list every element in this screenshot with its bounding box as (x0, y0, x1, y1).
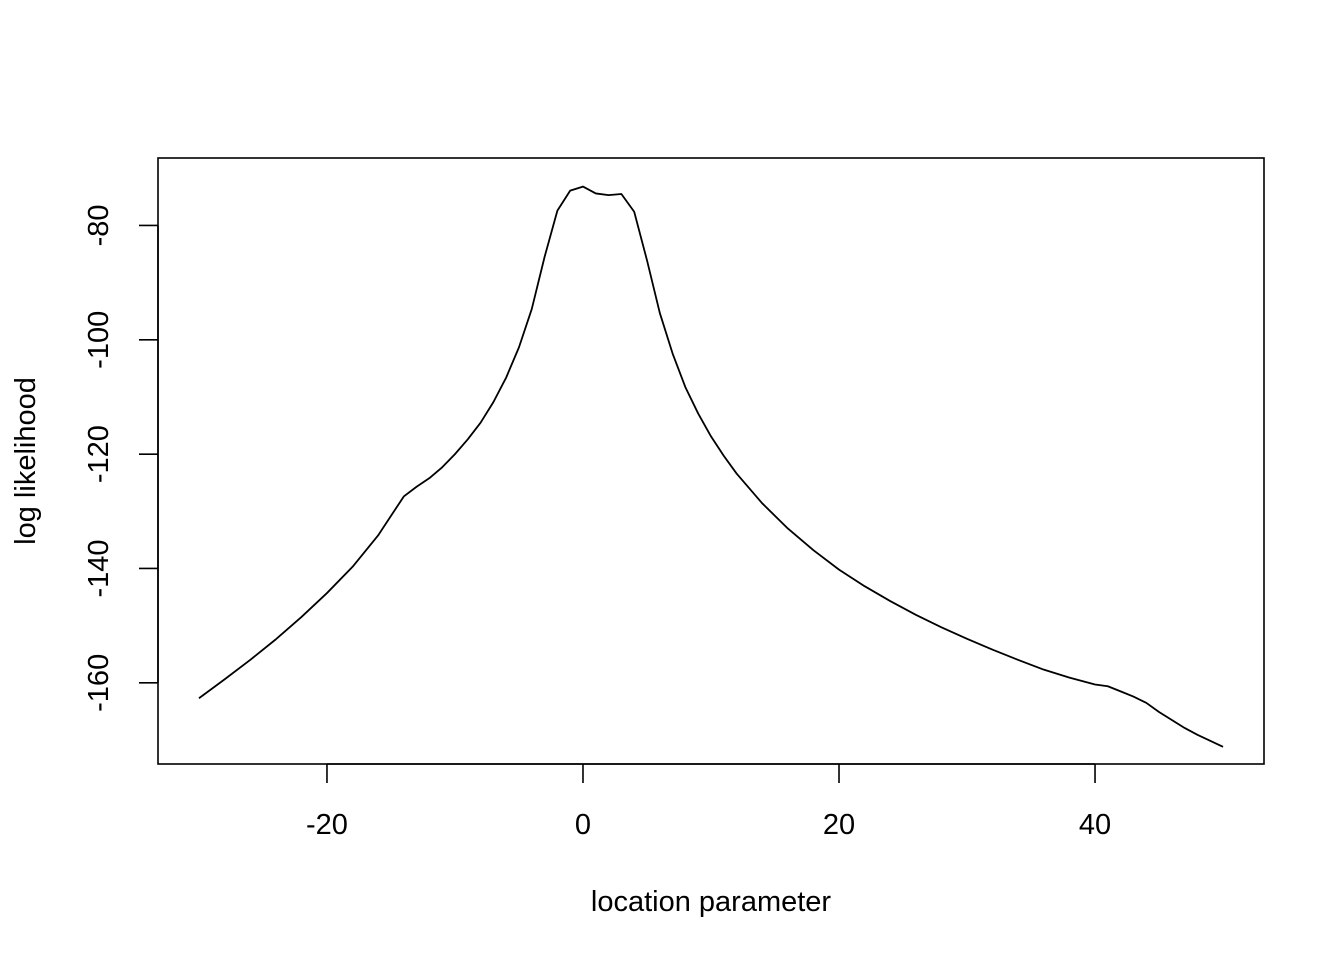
y-tick-label: -80 (83, 204, 115, 246)
x-tick-label: 20 (823, 809, 855, 841)
x-tick-label: 0 (575, 809, 591, 841)
plot-frame (157, 157, 1265, 765)
y-axis-title: log likelihood (10, 377, 42, 545)
y-tick-label: -160 (83, 654, 115, 712)
y-axis-ticks: -80 -100 -120 -140 -160 (83, 204, 158, 712)
y-tick-label: -140 (83, 539, 115, 597)
y-tick-label: -120 (83, 425, 115, 483)
log-likelihood-line (198, 185, 1224, 748)
y-tick-label: -100 (83, 311, 115, 369)
x-axis-ticks: -20 0 20 40 (306, 764, 1111, 841)
x-tick-label: 40 (1079, 809, 1111, 841)
x-tick-label: -20 (306, 809, 348, 841)
x-axis-title: location parameter (591, 886, 832, 918)
